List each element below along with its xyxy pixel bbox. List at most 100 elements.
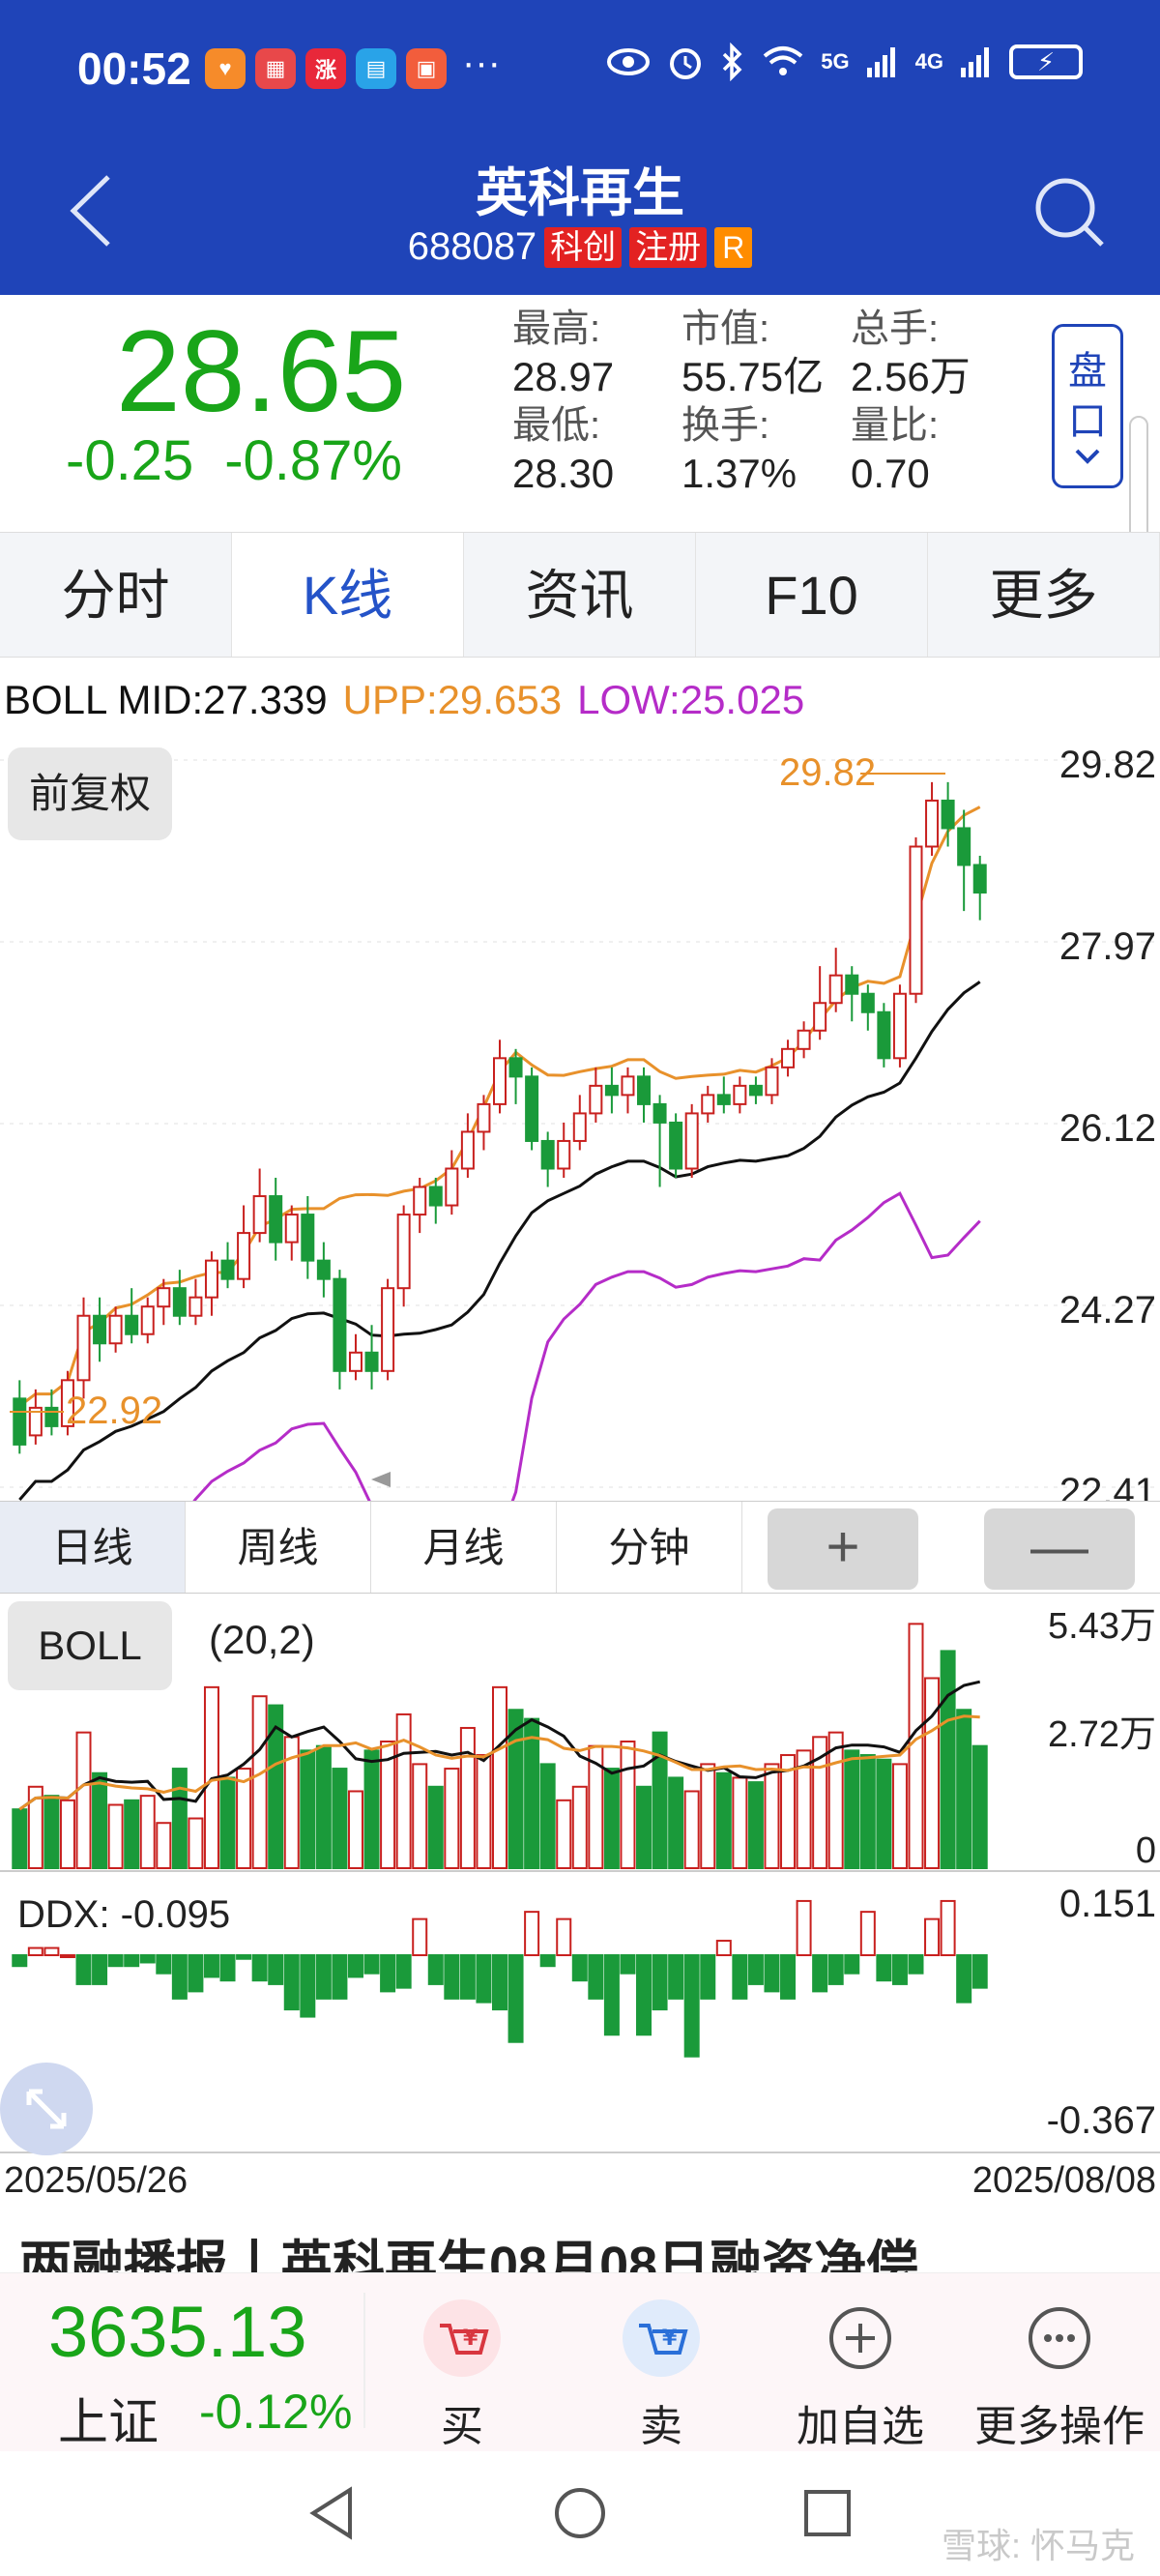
- candle: [364, 1351, 379, 1372]
- volume-bar: [700, 1763, 716, 1869]
- stat-value: 28.30: [512, 451, 615, 496]
- index-change: -0.12%: [199, 2385, 353, 2439]
- period-tab-2[interactable]: 月线: [371, 1502, 557, 1593]
- tab-2[interactable]: 资讯: [464, 533, 696, 657]
- volume-bar: [156, 1822, 172, 1869]
- fullscreen-icon[interactable]: [0, 2063, 93, 2155]
- candle: [669, 1121, 683, 1170]
- sell-button[interactable]: ¥ 卖: [565, 2295, 758, 2453]
- stat-value: 2.56万: [851, 354, 971, 399]
- index-name: 上证: [58, 2395, 160, 2451]
- candle: [684, 1112, 699, 1170]
- volume-bar: [876, 1758, 892, 1869]
- ddx-chart: 0.151 -0.367: [0, 1883, 1160, 2153]
- stock-name: 英科再生: [476, 164, 684, 222]
- more-actions-button[interactable]: 更多操作: [963, 2295, 1156, 2453]
- candle: [60, 1379, 74, 1427]
- sell-icon: ¥: [623, 2299, 700, 2377]
- ddx-bar: [236, 1954, 252, 1960]
- index-value[interactable]: 3635.13: [48, 2292, 307, 2372]
- ddx-bar: [444, 1954, 460, 2000]
- ddx-bar: [859, 1911, 876, 1956]
- volume-bar: [844, 1749, 860, 1870]
- order-book-button[interactable]: 盘 口: [1052, 324, 1123, 488]
- stat-value: 0.70: [851, 451, 930, 496]
- ddx-bar: [476, 1954, 492, 2004]
- candle: [589, 1084, 603, 1115]
- stat-label: 换手:: [682, 404, 770, 447]
- boll-low-value: LOW:25.025: [577, 677, 805, 722]
- zoom-in-button[interactable]: +: [768, 1508, 918, 1590]
- scroll-left-icon[interactable]: [371, 1472, 391, 1487]
- ddx-bar: [332, 1954, 348, 2000]
- volume-ma5-line: [18, 1680, 981, 1811]
- tab-1[interactable]: K线: [232, 533, 464, 657]
- volume-bar: [940, 1650, 956, 1869]
- network-5g: 5G: [821, 49, 850, 73]
- change-amount: -0.25: [66, 429, 194, 492]
- tab-4[interactable]: 更多: [928, 533, 1160, 657]
- candle: [460, 1130, 475, 1170]
- ddx-label: DDX: -0.095: [17, 1893, 231, 1936]
- search-icon[interactable]: [1027, 169, 1114, 256]
- ddx-bar: [812, 1954, 828, 1993]
- zoom-out-button[interactable]: —: [984, 1508, 1135, 1590]
- ddx-bar: [427, 1954, 444, 1985]
- calendar-app-icon: ▦: [255, 48, 296, 89]
- candle: [13, 1397, 27, 1446]
- tab-0[interactable]: 分时: [0, 533, 232, 657]
- nav-home-icon[interactable]: [553, 2486, 607, 2540]
- volume-bar: [508, 1709, 524, 1869]
- app-header: 英科再生 688087 科创 注册 R: [0, 140, 1160, 295]
- volume-bar: [732, 1776, 748, 1869]
- ddx-bar: [251, 1954, 268, 1982]
- nav-recents-icon[interactable]: [802, 2488, 853, 2538]
- candle: [557, 1139, 571, 1170]
- volume-bar: [683, 1790, 700, 1869]
- add-watchlist-button[interactable]: 加自选: [764, 2295, 957, 2453]
- candle: [477, 1102, 491, 1133]
- period-tab-0[interactable]: 日线: [0, 1502, 186, 1593]
- signal-icon-2: [961, 47, 989, 77]
- book-app-icon: ▤: [356, 48, 396, 89]
- stat-label: 最高:: [512, 307, 601, 350]
- candle: [860, 992, 875, 1013]
- volume-bar: [347, 1790, 363, 1869]
- watermark: 雪球: 怀马克: [941, 2526, 1135, 2565]
- ddx-bar: [156, 1954, 172, 1975]
- news-headline[interactable]: 两融播报丨英科再生08月08日融资净偿: [19, 2237, 919, 2280]
- ddx-bar: [107, 1954, 124, 1968]
- boll-lower-line: [192, 1191, 981, 1501]
- k-line-chart[interactable]: 29.82 27.97 26.12 24.27 22.41 29.82 22.92: [0, 735, 1160, 1501]
- period-tab-1[interactable]: 周线: [186, 1502, 371, 1593]
- nav-back-icon[interactable]: [307, 2486, 356, 2540]
- volume-bar: [300, 1749, 316, 1870]
- volume-bar: [780, 1754, 797, 1870]
- battery-icon: ⚡: [1009, 44, 1083, 79]
- y-tick-label: 29.82: [1059, 744, 1156, 786]
- adjust-price-button[interactable]: 前复权: [8, 747, 172, 840]
- candle: [428, 1186, 443, 1207]
- stat-value: 1.37%: [682, 451, 798, 496]
- change-percent: -0.87%: [224, 429, 402, 492]
- tab-3[interactable]: F10: [696, 533, 928, 657]
- y-tick-label: 24.27: [1059, 1289, 1156, 1332]
- volume-tick-label: 0: [1136, 1830, 1156, 1871]
- buy-button[interactable]: ¥ 买: [365, 2295, 559, 2453]
- period-tab-3[interactable]: 分钟: [557, 1502, 742, 1593]
- ddx-bar: [27, 1947, 44, 1957]
- candle: [188, 1296, 203, 1317]
- volume-bar: [812, 1736, 828, 1869]
- indicator-button[interactable]: BOLL: [8, 1601, 172, 1690]
- more-icon: [1029, 2307, 1090, 2369]
- ddx-bar: [636, 1954, 652, 2036]
- candle: [748, 1084, 763, 1097]
- candle: [957, 827, 972, 866]
- candle: [220, 1259, 235, 1280]
- ddx-bar: [747, 1954, 764, 1985]
- ddx-bar: [588, 1954, 604, 2000]
- candle: [204, 1259, 218, 1299]
- volume-bar: [924, 1677, 941, 1869]
- stat-label: 市值:: [682, 307, 770, 350]
- back-arrow-icon[interactable]: [58, 167, 126, 254]
